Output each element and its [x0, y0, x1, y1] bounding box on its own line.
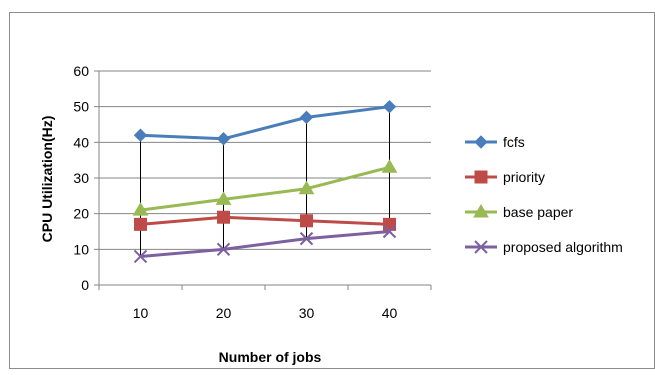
series-line-fcfs — [140, 105, 390, 141]
series-line-proposed-algorithm — [140, 230, 390, 258]
series-line-priority — [140, 215, 390, 226]
data-point-priority — [217, 210, 230, 224]
legend-marker — [474, 135, 488, 149]
legend-item-priority: priority — [465, 169, 545, 185]
legend-item-proposed-algorithm: proposed algorithm — [465, 239, 623, 255]
legend-item-base-paper: base paper — [465, 204, 573, 220]
y-axis-label: CPU Utilization(Hz) — [39, 116, 55, 243]
legend: fcfs priority base paper proposed algorithm — [465, 134, 623, 255]
data-point-base-paper — [298, 180, 315, 195]
data-point-proposed-algorithm — [382, 224, 397, 239]
series-markers — [132, 99, 398, 264]
data-point-priority — [134, 217, 147, 231]
legend-label: priority — [503, 169, 545, 185]
gridlines — [99, 70, 431, 250]
y-tick-label: 50 — [73, 99, 89, 115]
x-axis-label: Number of jobs — [219, 349, 322, 365]
data-point-base-paper — [215, 191, 232, 205]
y-tick-label: 20 — [73, 206, 89, 222]
legend-marker — [474, 240, 488, 254]
axes — [94, 70, 432, 290]
data-point-fcfs — [216, 132, 231, 146]
data-point-proposed-algorithm-stroke — [133, 249, 148, 264]
x-tick-label: 30 — [299, 305, 315, 321]
data-point-proposed-algorithm — [133, 249, 148, 264]
chart-border — [9, 12, 655, 369]
x-tick-label: 20 — [216, 305, 232, 321]
y-tick-label: 0 — [81, 277, 89, 293]
series-line-base-paper — [140, 165, 390, 212]
legend-marker — [474, 170, 488, 184]
data-point-fcfs — [133, 128, 148, 142]
data-point-proposed-algorithm-stroke — [382, 224, 397, 239]
legend-item-fcfs: fcfs — [465, 134, 525, 150]
y-tick-label: 10 — [73, 241, 89, 257]
legend-label: fcfs — [503, 134, 525, 150]
data-point-proposed-algorithm — [216, 242, 231, 257]
y-tick-label: 60 — [73, 63, 89, 79]
legend-label: base paper — [503, 204, 573, 220]
legend-label: proposed algorithm — [503, 239, 623, 255]
legend-marker-stroke — [474, 240, 488, 254]
data-point-proposed-algorithm-stroke — [299, 231, 314, 246]
data-point-proposed-algorithm — [299, 231, 314, 246]
data-point-base-paper — [381, 159, 398, 173]
x-tick-label: 40 — [382, 305, 398, 321]
y-tick-label: 40 — [73, 134, 89, 150]
x-tick-labels: 10 20 30 40 — [133, 305, 398, 321]
data-point-fcfs — [299, 110, 314, 125]
y-tick-label: 30 — [73, 170, 89, 186]
legend-marker — [473, 204, 489, 218]
data-point-base-paper — [132, 202, 149, 216]
series-lines — [140, 105, 390, 258]
y-tick-labels: 0 10 20 30 40 50 60 — [73, 63, 89, 293]
data-point-priority — [300, 214, 313, 228]
x-tick-label: 10 — [133, 305, 149, 321]
data-point-fcfs — [382, 99, 397, 114]
data-point-proposed-algorithm-stroke — [216, 242, 231, 257]
